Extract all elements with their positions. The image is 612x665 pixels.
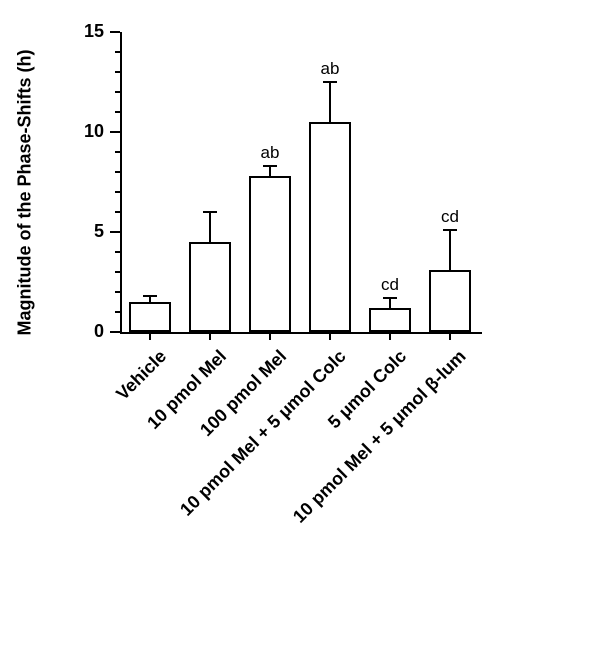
y-minor-tick <box>115 191 120 193</box>
y-tick-label: 5 <box>70 221 104 242</box>
y-minor-tick <box>115 211 120 213</box>
error-bar-cap <box>263 165 277 167</box>
x-tick <box>269 332 271 340</box>
significance-label: ab <box>250 143 290 163</box>
error-bar-cap <box>443 229 457 231</box>
error-bar <box>449 230 451 270</box>
y-tick <box>110 231 120 233</box>
bar <box>429 270 471 332</box>
error-bar-cap <box>203 211 217 213</box>
x-tick-label: Vehicle <box>112 346 171 405</box>
y-minor-tick <box>115 151 120 153</box>
y-minor-tick <box>115 111 120 113</box>
y-tick-label: 10 <box>70 121 104 142</box>
x-axis-line <box>120 332 482 334</box>
y-tick-label: 0 <box>70 321 104 342</box>
y-minor-tick <box>115 171 120 173</box>
x-tick <box>329 332 331 340</box>
bar <box>369 308 411 332</box>
y-tick <box>110 331 120 333</box>
y-minor-tick <box>115 271 120 273</box>
error-bar-cap <box>323 81 337 83</box>
x-tick <box>209 332 211 340</box>
y-minor-tick <box>115 91 120 93</box>
bar <box>309 122 351 332</box>
y-minor-tick <box>115 51 120 53</box>
significance-label: cd <box>370 275 410 295</box>
x-tick <box>149 332 151 340</box>
y-axis-title: Magnitude of the Phase-Shifts (h) <box>15 43 36 343</box>
y-tick <box>110 131 120 133</box>
bar <box>249 176 291 332</box>
bar <box>189 242 231 332</box>
bar <box>129 302 171 332</box>
error-bar <box>269 166 271 176</box>
error-bar <box>209 212 211 242</box>
significance-label: ab <box>310 59 350 79</box>
y-tick-label: 15 <box>70 21 104 42</box>
y-minor-tick <box>115 291 120 293</box>
significance-label: cd <box>430 207 470 227</box>
error-bar <box>329 82 331 122</box>
phase-shift-bar-chart: Magnitude of the Phase-Shifts (h) 0 5 10 15… <box>0 0 612 665</box>
error-bar-cap <box>383 297 397 299</box>
x-tick <box>389 332 391 340</box>
x-tick <box>449 332 451 340</box>
y-tick <box>110 31 120 33</box>
error-bar-cap <box>143 295 157 297</box>
y-axis-line <box>120 32 122 332</box>
error-bar <box>389 298 391 308</box>
y-minor-tick <box>115 311 120 313</box>
y-minor-tick <box>115 71 120 73</box>
y-minor-tick <box>115 251 120 253</box>
